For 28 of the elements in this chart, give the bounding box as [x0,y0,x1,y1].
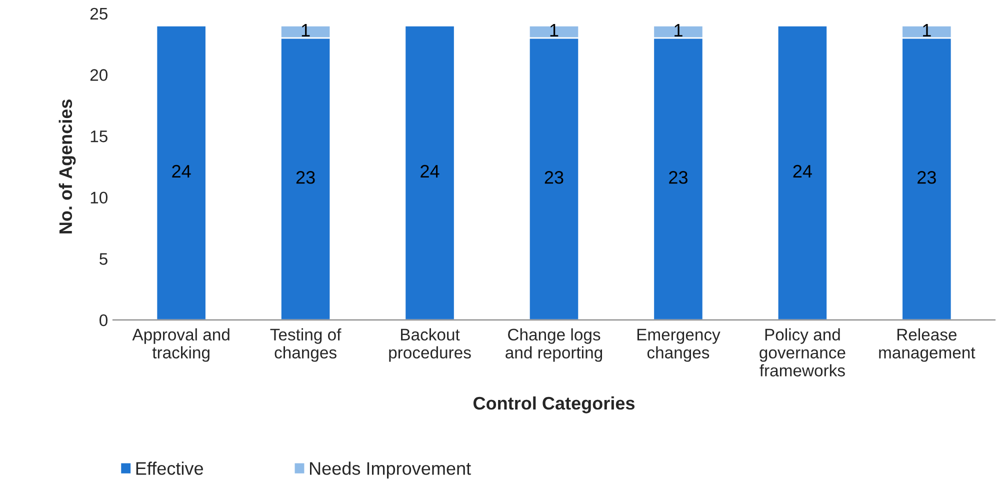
data-label: 1 [550,24,558,36]
y-tick-label: 5 [100,253,108,265]
data-label: 23 [544,171,564,184]
x-tick-label: Emergency changes [637,328,720,362]
legend-label: Effective [136,462,203,475]
x-tick-label: Approval and tracking [132,328,230,362]
data-label: 24 [793,164,812,178]
x-tick-label: Policy and governance frameworks [760,328,846,376]
data-label: 1 [674,24,682,36]
data-label: 23 [918,171,936,184]
data-label: 1 [302,24,310,36]
data-label: 23 [296,171,315,184]
data-label: 1 [923,24,931,36]
y-tick-label: 10 [90,192,108,204]
data-label: 23 [669,171,688,184]
x-axis-title: Control Categories [473,396,635,414]
y-tick-label: 0 [100,314,108,326]
data-label: 24 [172,164,191,178]
legend-label: Needs Improvement [310,462,471,478]
x-tick-label: Testing of changes [270,328,342,362]
y-tick-label: 25 [90,8,108,20]
y-tick-label: 20 [90,69,108,81]
x-tick-label: Backout procedures [389,328,471,362]
data-label: 24 [420,164,440,178]
x-tick-label: Release management [879,328,976,362]
y-axis-title: No. of Agencies [58,100,76,234]
y-tick-label: 15 [90,130,108,142]
x-tick-label: Change logs and reporting [506,328,602,362]
